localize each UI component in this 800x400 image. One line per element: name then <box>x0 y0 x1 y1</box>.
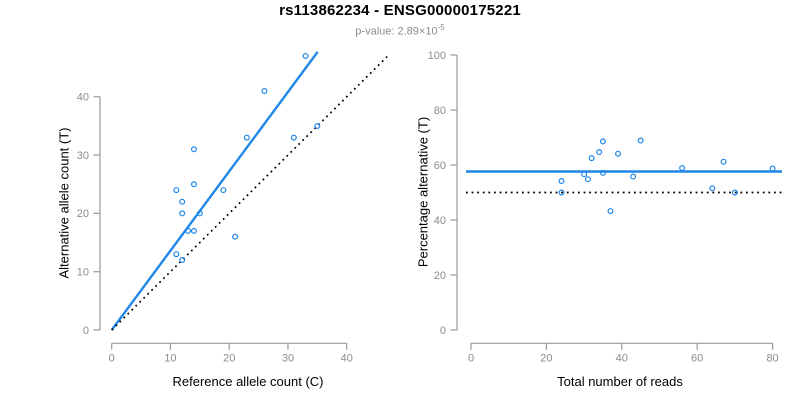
data-point <box>314 122 321 129</box>
y-tick-label: 80 <box>434 105 446 117</box>
x-tick-label: 30 <box>282 352 294 364</box>
x-tick-label: 20 <box>223 352 235 364</box>
y-tick-label: 0 <box>83 325 89 337</box>
regression-line <box>110 51 319 331</box>
data-point <box>588 155 595 162</box>
x-tick-label: 0 <box>468 352 474 364</box>
data-point <box>190 227 197 234</box>
data-point <box>599 138 606 145</box>
x-tick-label: 10 <box>164 352 176 364</box>
x-tick-label: 60 <box>691 352 703 364</box>
y-tick-label: 40 <box>434 215 446 227</box>
data-point <box>261 87 268 94</box>
y-tick-label: 20 <box>434 270 446 282</box>
x-tick-label: 40 <box>616 352 628 364</box>
page-title: rs113862234 - ENSG00000175221 <box>279 2 521 19</box>
left-y-axis-title: Alternative allele count (T) <box>56 127 72 279</box>
data-point <box>179 210 186 217</box>
data-point <box>302 52 309 59</box>
data-point <box>584 176 591 183</box>
data-point <box>637 137 644 144</box>
data-point <box>558 178 565 185</box>
x-tick-label: 20 <box>540 352 552 364</box>
panel-left: 0 10 20 30 40 0 10 20 30 40 <box>77 51 391 364</box>
data-point <box>243 134 250 141</box>
data-point <box>581 171 588 178</box>
data-point <box>769 165 776 172</box>
data-point <box>196 210 203 217</box>
y-tick-label: 20 <box>77 208 89 220</box>
data-point <box>599 169 606 176</box>
x-tick-label: 0 <box>109 352 115 364</box>
x-tick-label: 40 <box>341 352 353 364</box>
data-point <box>679 164 686 171</box>
data-point <box>173 251 180 258</box>
data-point <box>179 198 186 205</box>
y-tick-label: 60 <box>434 160 446 172</box>
data-point <box>179 257 186 264</box>
p-value-text: p-value: 2.89×10 <box>355 25 438 38</box>
x-tick-label: 80 <box>766 352 778 364</box>
y-tick-label: 100 <box>428 50 446 62</box>
data-point <box>731 189 738 196</box>
data-point <box>190 181 197 188</box>
y-tick-label: 40 <box>77 92 89 104</box>
left-x-axis-title: Reference allele count (C) <box>172 374 324 389</box>
data-point <box>630 173 637 180</box>
data-point <box>558 189 565 196</box>
data-point <box>173 187 180 194</box>
data-point <box>709 185 716 192</box>
p-value-exponent: -5 <box>437 23 445 32</box>
data-point <box>720 158 727 165</box>
right-x-axis-title: Total number of reads <box>557 374 683 389</box>
panel-right: 0 20 40 60 80 100 0 20 40 60 80 <box>428 50 782 364</box>
data-point <box>290 134 297 141</box>
data-point <box>185 227 192 234</box>
y-tick-label: 30 <box>77 150 89 162</box>
y-tick-label: 10 <box>77 266 89 278</box>
data-point <box>596 149 603 156</box>
data-point <box>607 208 614 215</box>
data-point <box>220 187 227 194</box>
data-point <box>615 150 622 157</box>
data-point <box>232 233 239 240</box>
y-tick-label: 0 <box>440 325 446 337</box>
right-y-axis-title: Percentage alternative (T) <box>415 116 431 268</box>
identity-line <box>111 53 391 331</box>
data-point <box>190 146 197 153</box>
p-value-subtitle: p-value: 2.89×10-5 <box>0 23 800 38</box>
